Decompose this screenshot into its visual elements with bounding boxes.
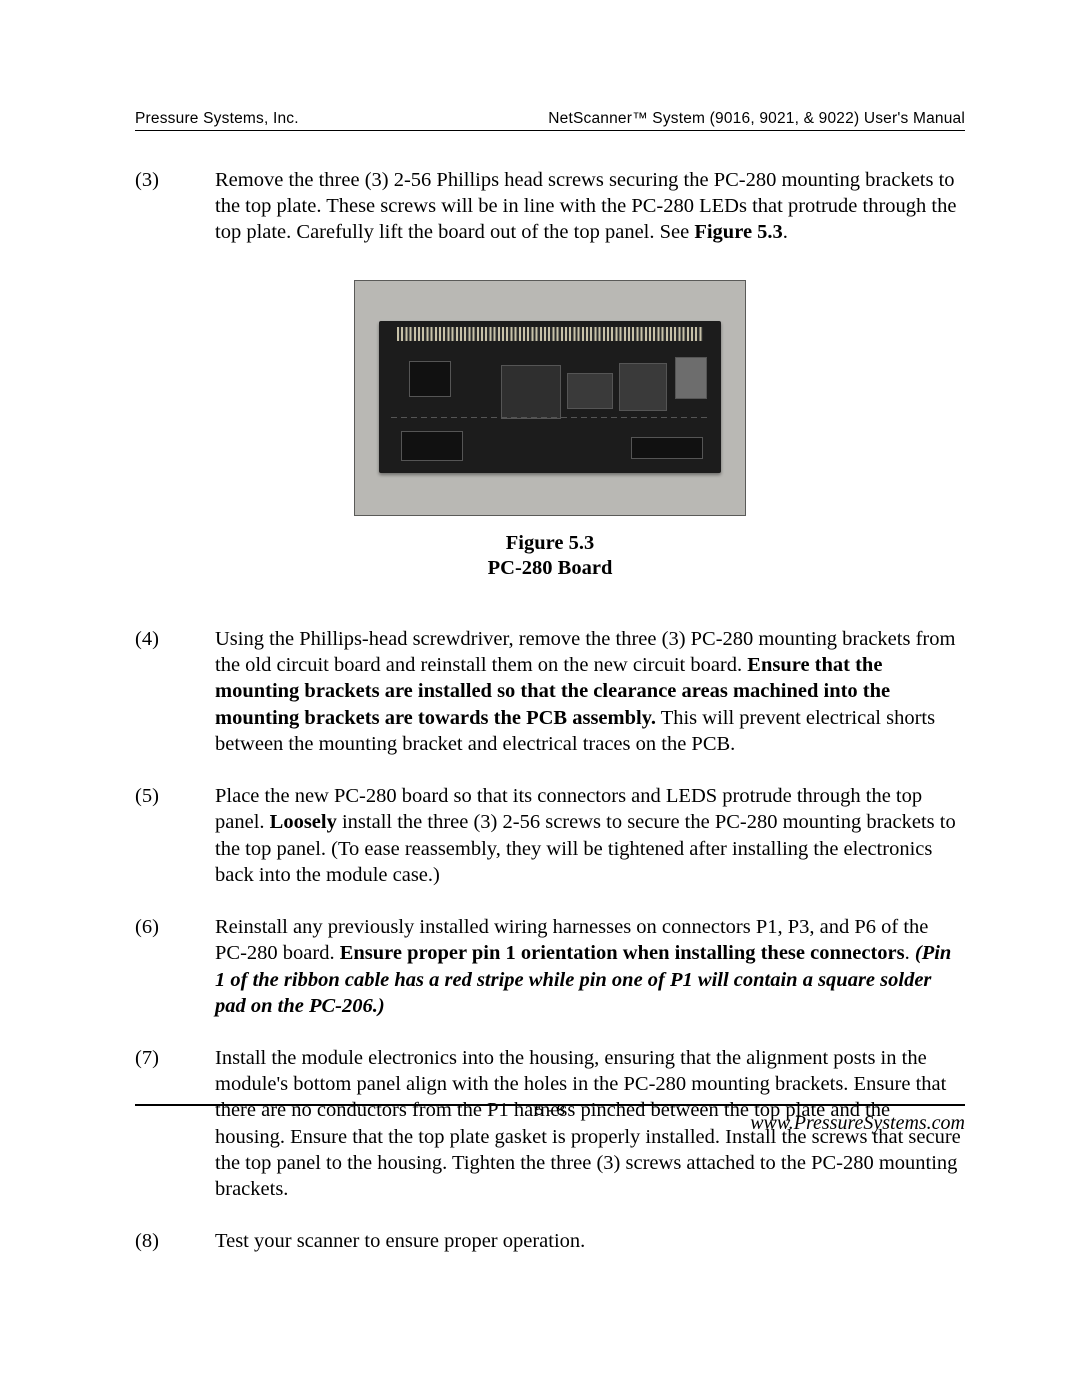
edge-connector (397, 327, 703, 341)
pcb (379, 321, 721, 473)
step-number: (8) (135, 1228, 215, 1254)
page-footer: 5 - 8 www.PressureSystems.com (135, 1094, 965, 1135)
step-4: (4) Using the Phillips-head screwdriver,… (135, 626, 965, 757)
figure-caption: Figure 5.3 PC-280 Board (135, 531, 965, 582)
manual-page: Pressure Systems, Inc. NetScanner™ Syste… (0, 0, 1080, 1397)
step-body: Using the Phillips-head screwdriver, rem… (215, 626, 965, 757)
header-left: Pressure Systems, Inc. (135, 110, 299, 128)
step-body: Place the new PC-280 board so that its c… (215, 783, 965, 888)
step-body: Test your scanner to ensure proper opera… (215, 1228, 965, 1254)
step-body: Reinstall any previously installed wirin… (215, 914, 965, 1019)
step-6: (6) Reinstall any previously installed w… (135, 914, 965, 1019)
pc-280-board-photo (354, 280, 746, 516)
chip (401, 431, 463, 461)
step-number: (6) (135, 914, 215, 1019)
emphasis: Ensure proper pin 1 orientation when ins… (340, 942, 905, 964)
step-body: Remove the three (3) 2-56 Phillips head … (215, 167, 965, 246)
figure-number: Figure 5.3 (135, 531, 965, 557)
figure-5-3: Figure 5.3 PC-280 Board (135, 280, 965, 582)
text: . (905, 942, 915, 964)
chip (567, 373, 613, 409)
page-number: 5 - 8 (135, 1102, 965, 1119)
step-8: (8) Test your scanner to ensure proper o… (135, 1228, 965, 1254)
chip (409, 361, 451, 397)
traces (391, 417, 709, 418)
text: Test your scanner to ensure proper opera… (215, 1230, 585, 1252)
page-header: Pressure Systems, Inc. NetScanner™ Syste… (135, 110, 965, 131)
header-right: NetScanner™ System (9016, 9021, & 9022) … (548, 110, 965, 128)
text: Remove the three (3) 2-56 Phillips head … (215, 169, 956, 243)
text: . (783, 221, 788, 243)
chip (501, 365, 561, 419)
emphasis: Loosely (270, 811, 337, 833)
figure-ref: Figure 5.3 (694, 221, 782, 243)
step-number: (3) (135, 167, 215, 246)
step-3: (3) Remove the three (3) 2-56 Phillips h… (135, 167, 965, 246)
chip (675, 357, 707, 399)
step-number: (5) (135, 783, 215, 888)
figure-title: PC-280 Board (135, 556, 965, 582)
chip (631, 437, 703, 459)
step-number: (4) (135, 626, 215, 757)
step-5: (5) Place the new PC-280 board so that i… (135, 783, 965, 888)
chip (619, 363, 667, 411)
